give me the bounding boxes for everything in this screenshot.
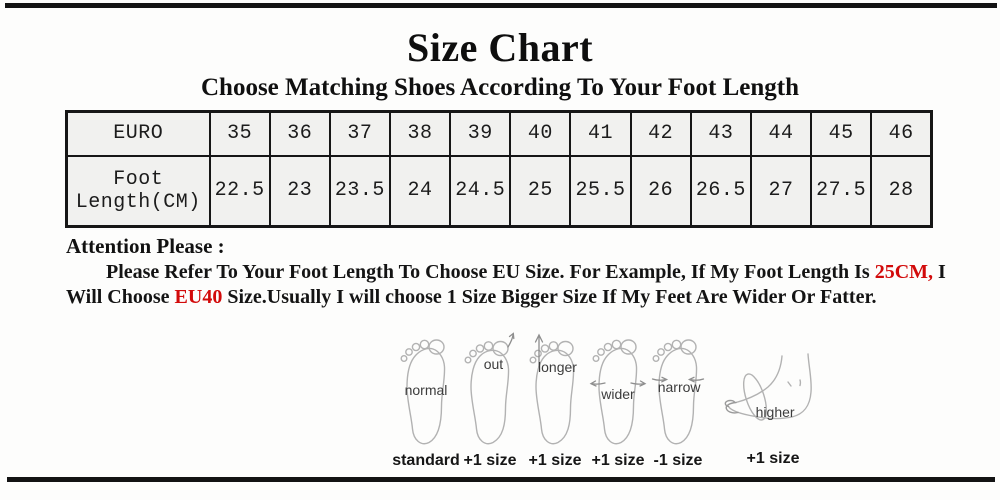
foot-top-view-icon [589,339,647,445]
attention-heading: Attention Please : [66,234,225,258]
euro-size-cell: 37 [328,110,391,157]
foot-type-label: normal [404,381,448,398]
size-adjustment-label: -1 size [653,452,703,469]
euro-size-cell: 39 [449,110,512,157]
top-divider-line [5,3,997,8]
euro-size-cell: 40 [509,110,572,157]
euro-size-cell: 35 [208,110,271,157]
foot-length-cell: 24.5 [449,154,512,228]
foot-length-cell: 27 [749,154,813,228]
attention-text-3: Size.Usually I will choose 1 Size Bigger… [222,286,877,308]
euro-size-row: EURO 35 36 37 38 39 40 41 42 43 44 45 46 [65,110,933,157]
foot-type-label: higher [755,403,795,420]
euro-size-cell: 36 [268,110,331,157]
size-adjustment-label: +1 size [528,452,582,469]
foot-figure-higher: higher +1 size [720,332,826,472]
foot-type-label: out [483,355,504,372]
foot-length-cell: 23.5 [328,154,391,228]
euro-size-cell: 42 [629,110,692,157]
foot-length-cell: 25.5 [569,154,632,228]
page-title: Size Chart [406,25,594,70]
foot-length-cell: 23 [268,154,331,228]
foot-type-label: longer [538,359,577,376]
euro-size-cell: 44 [749,110,813,157]
foot-figure-out: out +1 size [461,332,519,472]
euro-size-cell: 41 [569,110,632,157]
highlight-eu40: EU40 [174,286,223,308]
size-chart-table-wrap: EURO 35 36 37 38 39 40 41 42 43 44 45 46… [65,110,933,228]
foot-figure-wider: wider +1 size [588,332,648,472]
size-adjustment-label: +1 size [591,452,645,469]
euro-size-cell: 38 [388,110,452,157]
foot-length-cell: 22.5 [208,154,271,228]
euro-size-cell: 43 [689,110,752,157]
size-adjustment-label: +1 size [746,450,800,467]
foot-length-row: Foot Length(CM) 22.5 23 23.5 24 24.5 25 … [65,154,933,228]
foot-length-cell: 26.5 [689,154,752,228]
attention-text-1: Please Refer To Your Foot Length To Choo… [106,261,875,283]
bottom-divider-line [7,477,995,482]
euro-size-cell: 45 [810,110,873,157]
highlight-25cm: 25CM, [874,261,934,283]
foot-top-view-icon [464,332,515,445]
euro-size-cell: 46 [870,110,933,157]
foot-top-view-icon [400,339,446,445]
size-chart-table: EURO 35 36 37 38 39 40 41 42 43 44 45 46… [65,110,933,228]
foot-figure-normal: normal standard [392,332,460,472]
size-adjustment-label: standard [392,452,460,469]
foot-figure-narrow: narrow -1 size [650,332,706,472]
foot-top-view-icon [529,333,575,445]
foot-length-cell: 25 [509,154,572,228]
euro-row-label: EURO [65,110,211,157]
foot-length-cell: 27.5 [810,154,873,228]
foot-length-row-label: Foot Length(CM) [65,154,211,228]
foot-type-label: wider [601,386,635,403]
foot-top-view-icon [651,339,705,445]
foot-type-label: narrow [657,379,701,396]
attention-paragraph: Please Refer To Your Foot Length To Choo… [66,260,946,310]
foot-length-cell: 26 [629,154,692,228]
size-adjustment-label: +1 size [463,452,517,469]
page-subtitle: Choose Matching Shoes According To Your … [201,74,799,101]
foot-length-cell: 28 [870,154,933,228]
foot-figure-longer: longer +1 size [524,332,586,472]
foot-side-view-icon [724,353,812,421]
attention-text-2: I Will Choose [66,261,946,308]
foot-length-cell: 24 [388,154,452,228]
